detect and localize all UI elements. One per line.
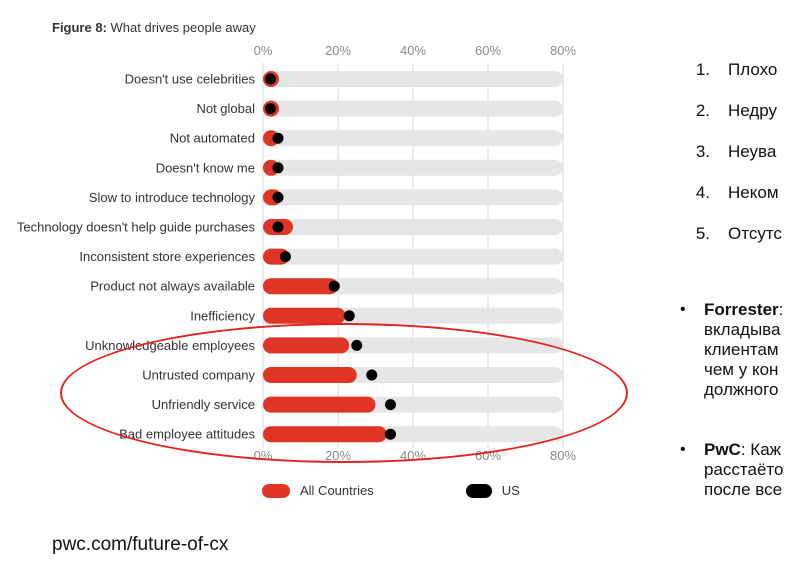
x-tick-label-bottom: 20% xyxy=(325,448,351,463)
legend-swatch-us xyxy=(465,483,492,498)
point-us xyxy=(272,162,284,174)
list-item: 3. Неува xyxy=(695,142,777,161)
bar-track xyxy=(263,100,563,117)
bar-track xyxy=(263,219,563,235)
point-us xyxy=(328,280,340,292)
bar-track xyxy=(263,159,563,176)
category-label: Untrusted company xyxy=(142,368,255,383)
x-tick-label-top: 80% xyxy=(550,43,576,58)
point-us xyxy=(351,339,363,351)
bar-track xyxy=(263,189,563,206)
point-us xyxy=(343,310,355,322)
point-us xyxy=(280,251,291,263)
point-us xyxy=(385,428,396,440)
figure-label: Figure 8: xyxy=(52,20,107,35)
numbered-list: 1. Плохо 2. Недру 3. Неува 4. Неком 5. Отсутс xyxy=(680,60,787,265)
category-label: Slow to introduce technology xyxy=(89,190,256,205)
chart-title: Figure 8: What drives people away xyxy=(52,20,256,35)
bar-all-countries xyxy=(263,426,387,443)
list-item: 5. Отсутс xyxy=(695,224,782,243)
point-us xyxy=(366,369,378,381)
x-tick-label-bottom: 80% xyxy=(550,448,576,463)
point-us xyxy=(265,73,276,85)
legend-swatch-all-countries xyxy=(262,483,290,498)
x-tick-label-bottom: 40% xyxy=(400,448,426,463)
bar-all-countries xyxy=(263,307,346,324)
legend-label-all-countries: All Countries xyxy=(300,483,374,498)
category-label: Not automated xyxy=(170,131,255,146)
list-item: 4. Неком xyxy=(695,183,779,202)
list-item: 2. Недру xyxy=(695,101,778,120)
x-tick-label-top: 60% xyxy=(475,43,501,58)
x-tick-label-top: 40% xyxy=(400,43,426,58)
bar-track xyxy=(263,71,563,87)
category-label: Inefficiency xyxy=(190,308,255,323)
bullet-dot-icon: • xyxy=(680,301,686,318)
category-label: Unknowledgeable employees xyxy=(85,338,255,353)
category-label: Inconsistent store experiences xyxy=(79,249,255,264)
chart: 0% 0% 20% 20% 40% 40% 60% 60% 80% 80% Doesn't use … xyxy=(17,43,577,463)
source-link[interactable]: pwc.com/future-of-cx xyxy=(52,534,229,555)
point-us xyxy=(272,221,284,233)
legend: All Countries US xyxy=(262,483,520,498)
bar-all-countries xyxy=(263,367,357,383)
category-label: Doesn't know me xyxy=(156,160,255,175)
list-item: 1. Плохо xyxy=(695,60,778,79)
category-label: Unfriendly service xyxy=(152,397,255,412)
x-tick-label-top: 0% xyxy=(254,43,273,58)
bar-all-countries xyxy=(263,396,376,413)
x-tick-label-bottom: 60% xyxy=(475,448,501,463)
point-us xyxy=(265,103,276,115)
category-label: Product not always available xyxy=(90,279,255,294)
x-tick-label-bottom: 0% xyxy=(254,448,273,463)
bar-track xyxy=(263,130,563,147)
right-text-panel: 1. Плохо 2. Недру 3. Неува 4. Неком 5. Отсутс… xyxy=(680,60,787,510)
bar-all-countries xyxy=(263,337,350,354)
point-us xyxy=(272,191,284,203)
point-us xyxy=(385,399,396,411)
category-label: Doesn't use celebrities xyxy=(125,72,256,87)
bar-all-countries xyxy=(263,278,338,295)
point-us xyxy=(272,132,284,144)
category-label: Technology doesn't help guide purchases xyxy=(17,220,256,235)
bullet-dot-icon: • xyxy=(680,441,686,458)
legend-label-us: US xyxy=(501,483,520,498)
x-tick-label-top: 20% xyxy=(325,43,351,58)
figure-title: What drives people away xyxy=(110,20,256,35)
bar-track xyxy=(263,248,563,265)
category-label: Not global xyxy=(196,101,255,116)
category-label: Bad employee attitudes xyxy=(119,427,255,442)
